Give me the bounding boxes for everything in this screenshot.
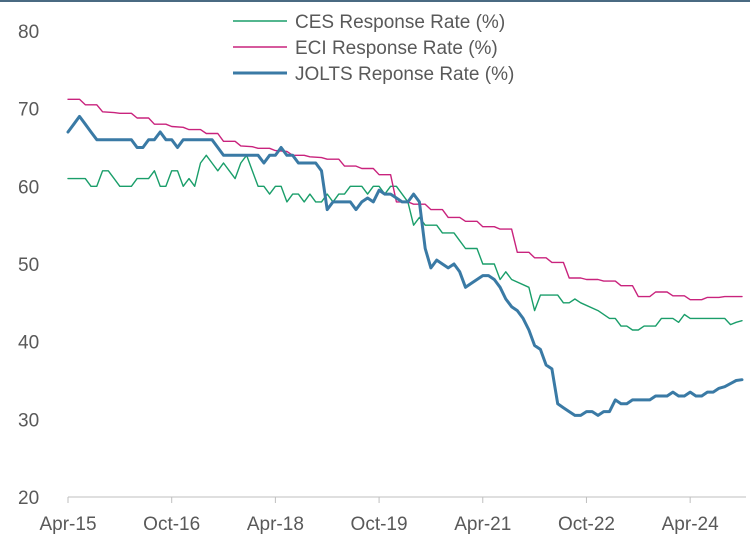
y-tick-label: 80 [18, 22, 39, 43]
x-tick-label: Apr-21 [454, 514, 511, 535]
top-border [0, 0, 750, 2]
y-axis: 20 30 40 50 60 70 80 [18, 22, 39, 509]
legend-label-2: ECI Response Rate (%) [295, 38, 498, 59]
legend-label-1: CES Response Rate (%) [295, 12, 505, 33]
x-tick-label: Apr-15 [39, 514, 96, 535]
x-axis: Apr-15 Oct-16 Apr-18 Oct-19 Apr-21 Oct-22 Apr-… [39, 496, 746, 535]
legend-label-3: JOLTS Reponse Rate (%) [295, 64, 514, 85]
y-tick-label: 60 [18, 177, 39, 198]
y-tick-label: 70 [18, 100, 39, 121]
series-line-1 [67, 154, 743, 331]
x-tick-label: Oct-19 [351, 514, 408, 535]
y-tick-label: 20 [18, 488, 39, 509]
x-tick-label: Oct-16 [143, 514, 200, 535]
x-tick-label: Apr-24 [662, 514, 719, 535]
series-line-2 [67, 98, 743, 301]
y-tick-label: 30 [18, 410, 39, 431]
y-tick-label: 40 [18, 333, 39, 354]
x-tick-label: Oct-22 [558, 514, 615, 535]
x-tick-label: Apr-18 [247, 514, 304, 535]
series-line-3 [66, 114, 744, 417]
legend: CES Response Rate (%) ECI Response Rate (… [233, 12, 514, 85]
y-tick-label: 50 [18, 255, 39, 276]
series-layer [66, 98, 744, 417]
